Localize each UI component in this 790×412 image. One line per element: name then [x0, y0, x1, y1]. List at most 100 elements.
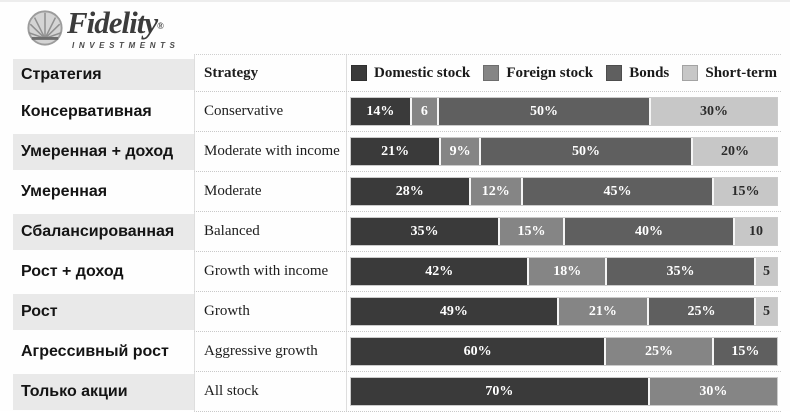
bar-cell: 21% 9% 50% 20%: [346, 132, 781, 171]
bar-segment-bonds: 45%: [521, 178, 712, 205]
segment-label: 70%: [485, 383, 514, 399]
strategy-name-english: Growth with income: [204, 263, 329, 279]
row-right: Growth 49% 21% 25% 5: [194, 292, 781, 332]
bar-segment-bonds: 15%: [711, 338, 777, 365]
bar-segment-foreign: 21%: [556, 298, 647, 325]
header-right: Strategy Domestic stock Foreign stock Bond…: [194, 54, 781, 92]
bar-segment-foreign: 12%: [468, 178, 521, 205]
row-right: Aggressive growth 60% 25% 15%: [194, 332, 781, 372]
segment-label: 5: [763, 263, 770, 279]
cell-strategy-ru-wrap: Умеренная + доход: [13, 132, 194, 172]
legend-item-bonds: Bonds: [606, 65, 669, 82]
bar-segment-foreign: 15%: [498, 218, 563, 245]
strategy-name-russian: Сбалансированная: [13, 214, 194, 250]
header-cell-ru: Стратегия: [13, 54, 194, 92]
allocation-bar: 49% 21% 25% 5: [350, 297, 778, 326]
segment-label: 15%: [731, 343, 760, 359]
strategy-row: Рост + доход Growth with income 42% 18% 35% 5: [13, 252, 781, 292]
logo-text: Fidelity® INVESTMENTS: [67, 5, 180, 50]
legend-item-domestic: Domestic stock: [351, 65, 470, 82]
strategy-name-russian: Рост: [13, 294, 194, 330]
allocation-table: Стратегия Strategy Domestic stock Foreign…: [13, 54, 781, 412]
strategy-name-english: Moderate with income: [204, 143, 340, 159]
bar-segment-short: 30%: [649, 98, 777, 125]
allocation-bar: 28% 12% 45% 15%: [350, 177, 778, 206]
cell-strategy-ru-wrap: Сбалансированная: [13, 212, 194, 252]
bar-segment-bonds: 50%: [437, 98, 649, 125]
row-right: All stock 70% 30%: [194, 372, 781, 412]
cell-strategy-ru-wrap: Консервативная: [13, 92, 194, 132]
strategy-row: Только акции All stock 70% 30%: [13, 372, 781, 412]
bar-cell: 42% 18% 35% 5: [346, 252, 781, 291]
segment-label: 50%: [530, 103, 558, 119]
segment-label: 42%: [425, 263, 454, 279]
column-title-russian: Стратегия: [13, 59, 194, 90]
investments-tagline: INVESTMENTS: [72, 41, 180, 50]
strategy-row: Агрессивный рост Aggressive growth 60% 25% 1…: [13, 332, 781, 372]
strategy-row: Умеренная + доход Moderate with income 21%…: [13, 132, 781, 172]
strategy-row: Сбалансированная Balanced 35% 15% 40% 10: [13, 212, 781, 252]
legend-item-short: Short-term: [682, 65, 777, 82]
bar-segment-domestic: 49%: [351, 298, 557, 325]
column-title-english: Strategy: [204, 64, 259, 81]
segment-label: 35%: [410, 223, 439, 239]
row-right: Conservative 14% 6 50% 30%: [194, 92, 781, 132]
strategy-name-russian: Только акции: [13, 374, 194, 410]
fidelity-logo: Fidelity® INVESTMENTS: [26, 5, 180, 50]
allocation-bar: 21% 9% 50% 20%: [350, 137, 778, 166]
legend-swatch-bonds: [606, 65, 623, 81]
registered-mark: ®: [157, 21, 164, 31]
bar-segment-short: 10: [733, 218, 777, 245]
legend-label: Bonds: [629, 64, 670, 81]
legend-swatch-short: [682, 65, 699, 81]
segment-label: 5: [763, 303, 770, 319]
legend-label: Short-term: [705, 64, 777, 81]
bar-segment-bonds: 50%: [479, 138, 691, 165]
bar-segment-domestic: 21%: [351, 138, 440, 165]
strategy-name-english: Conservative: [204, 103, 284, 119]
strategy-rows: Консервативная Conservative 14% 6 50% 30% Умер…: [13, 92, 781, 412]
brand-name: Fidelity®: [67, 5, 164, 40]
strategy-name-russian: Умеренная: [21, 183, 108, 200]
bar-segment-foreign: 25%: [604, 338, 712, 365]
bar-segment-short: 20%: [691, 138, 777, 165]
bar-cell: 49% 21% 25% 5: [346, 292, 781, 331]
segment-label: 30%: [700, 103, 728, 119]
segment-label: 50%: [572, 143, 600, 159]
cell-strategy-ru-wrap: Только акции: [13, 372, 194, 412]
segment-label: 15%: [731, 183, 760, 199]
bar-cell: 70% 30%: [346, 372, 781, 411]
cell-strategy-ru-wrap: Рост: [13, 292, 194, 332]
legend-label: Foreign stock: [506, 64, 594, 81]
bar-segment-domestic: 70%: [351, 378, 648, 405]
segment-label: 20%: [721, 143, 749, 159]
bar-segment-domestic: 14%: [351, 98, 410, 125]
cell-strategy-ru-wrap: Рост + доход: [13, 252, 194, 292]
legend-label: Domestic stock: [374, 64, 471, 81]
segment-label: 25%: [687, 303, 716, 319]
bar-segment-domestic: 28%: [351, 178, 469, 205]
segment-label: 21%: [588, 303, 617, 319]
strategy-row: Рост Growth 49% 21% 25% 5: [13, 292, 781, 332]
strategy-name-russian: Рост + доход: [21, 263, 124, 280]
segment-label: 18%: [553, 263, 582, 279]
segment-label: 49%: [439, 303, 468, 319]
row-right: Balanced 35% 15% 40% 10: [194, 212, 781, 252]
segment-label: 60%: [463, 343, 492, 359]
bar-segment-domestic: 60%: [351, 338, 605, 365]
legend-swatch-foreign: [483, 65, 500, 81]
bar-cell: 35% 15% 40% 10: [346, 212, 781, 251]
bar-cell: 14% 6 50% 30%: [346, 92, 781, 131]
bar-segment-foreign: 30%: [647, 378, 777, 405]
bar-cell: 28% 12% 45% 15%: [346, 172, 781, 211]
segment-label: 9%: [449, 143, 471, 159]
bar-segment-bonds: 25%: [647, 298, 754, 325]
segment-label: 35%: [666, 263, 695, 279]
segment-label: 45%: [603, 183, 632, 199]
bar-segment-bonds: 35%: [605, 258, 754, 285]
segment-label: 40%: [635, 223, 663, 239]
allocation-bar: 14% 6 50% 30%: [350, 97, 778, 126]
bar-segment-domestic: 35%: [351, 218, 498, 245]
bar-segment-foreign: 9%: [439, 138, 479, 165]
